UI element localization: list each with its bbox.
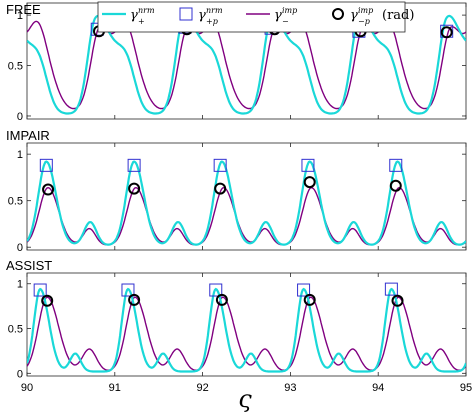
- legend-entry-s3: γ imp −: [246, 6, 297, 26]
- imp-peak-marker: [214, 182, 227, 195]
- legend-swatch: [332, 8, 344, 20]
- imp-peak-marker: [128, 182, 141, 195]
- legend-label-base: γ: [274, 8, 282, 23]
- axes-box: [26, 142, 467, 251]
- imp-peak-marker: [41, 294, 54, 307]
- legend-label-suffix: (rad): [382, 8, 414, 23]
- series-imp-line: [27, 296, 466, 371]
- nrm-peak-marker: [121, 283, 135, 297]
- y-tick-label: 0: [17, 368, 23, 380]
- panel-title: ASSIST: [6, 258, 52, 273]
- series-nrm-line: [27, 160, 466, 246]
- legend-label-sub: +p: [206, 17, 218, 26]
- series-imp-line: [27, 20, 466, 110]
- imp-peak-marker: [215, 293, 228, 306]
- x-tick-label: 90: [21, 382, 33, 394]
- series-nrm-line: [27, 287, 466, 373]
- legend-swatch: [179, 7, 193, 21]
- nrm-peak-marker: [213, 158, 227, 172]
- imp-peak-marker: [42, 183, 55, 196]
- nrm-peak-marker: [384, 282, 398, 296]
- imp-peak-marker: [303, 176, 316, 189]
- imp-peak-marker: [389, 179, 402, 192]
- nrm-peak-marker: [297, 283, 311, 297]
- y-tick-label: 0.5: [8, 61, 23, 73]
- x-tick-label: 91: [109, 382, 121, 394]
- nrm-peak-marker: [127, 158, 141, 172]
- legend-label-sub: +: [138, 17, 145, 26]
- legend-label-sup: nrm: [206, 6, 223, 15]
- imp-peak-marker: [128, 293, 141, 306]
- nrm-peak-marker: [33, 283, 47, 297]
- x-tick-label: 95: [460, 382, 472, 394]
- imp-peak-marker: [440, 26, 453, 39]
- nrm-peak-marker: [389, 158, 403, 172]
- y-tick-label: 0.5: [8, 324, 23, 336]
- x-tick-label: 94: [372, 382, 384, 394]
- imp-peak-marker: [391, 294, 404, 307]
- legend-label-base: γ: [198, 8, 206, 23]
- nrm-peak-marker: [301, 158, 315, 172]
- x-axis-label: ς: [238, 385, 252, 413]
- y-tick-label: 0: [17, 111, 23, 123]
- imp-peak-marker: [303, 293, 316, 306]
- y-tick-label: 1: [17, 279, 23, 291]
- legend-label-base: γ: [350, 8, 358, 23]
- legend-label-sup: imp: [282, 6, 297, 15]
- y-tick-label: 1: [17, 149, 23, 161]
- x-tick-label: 92: [196, 382, 208, 394]
- panel-assist: 0 0.5 1 ASSIST 90 91 92 93 94 95: [6, 258, 472, 394]
- axes-box: [26, 272, 467, 377]
- panel-impair: 0 0.5 1 IMPAIR: [6, 128, 467, 254]
- legend-label-sup: nrm: [138, 6, 155, 15]
- y-tick-label: 0: [17, 242, 23, 254]
- y-tick-label: 0.5: [8, 196, 23, 208]
- legend-entry-s1: γ nrm +: [102, 6, 155, 26]
- nrm-peak-marker: [209, 283, 223, 297]
- series-imp-line: [27, 186, 466, 246]
- legend-entry-s4: γ imp −p (rad): [332, 6, 414, 26]
- nrm-peak-marker: [39, 158, 53, 172]
- panel-title: IMPAIR: [6, 128, 50, 143]
- legend-box: [97, 1, 406, 33]
- x-tick-label: 93: [284, 382, 296, 394]
- legend-label-sub: −: [282, 17, 289, 26]
- legend-label-base: γ: [130, 8, 138, 23]
- legend-label-sup: imp: [358, 6, 373, 15]
- legend: γ nrm+ γ nrm+p γ imp− γ imp−p (rad): [97, 1, 414, 33]
- panel-title: FREE: [6, 2, 41, 17]
- legend-entry-s2: γ nrm +p: [179, 6, 223, 26]
- legend-label-sub: −p: [358, 17, 370, 26]
- y-tick-label: 1: [17, 10, 23, 22]
